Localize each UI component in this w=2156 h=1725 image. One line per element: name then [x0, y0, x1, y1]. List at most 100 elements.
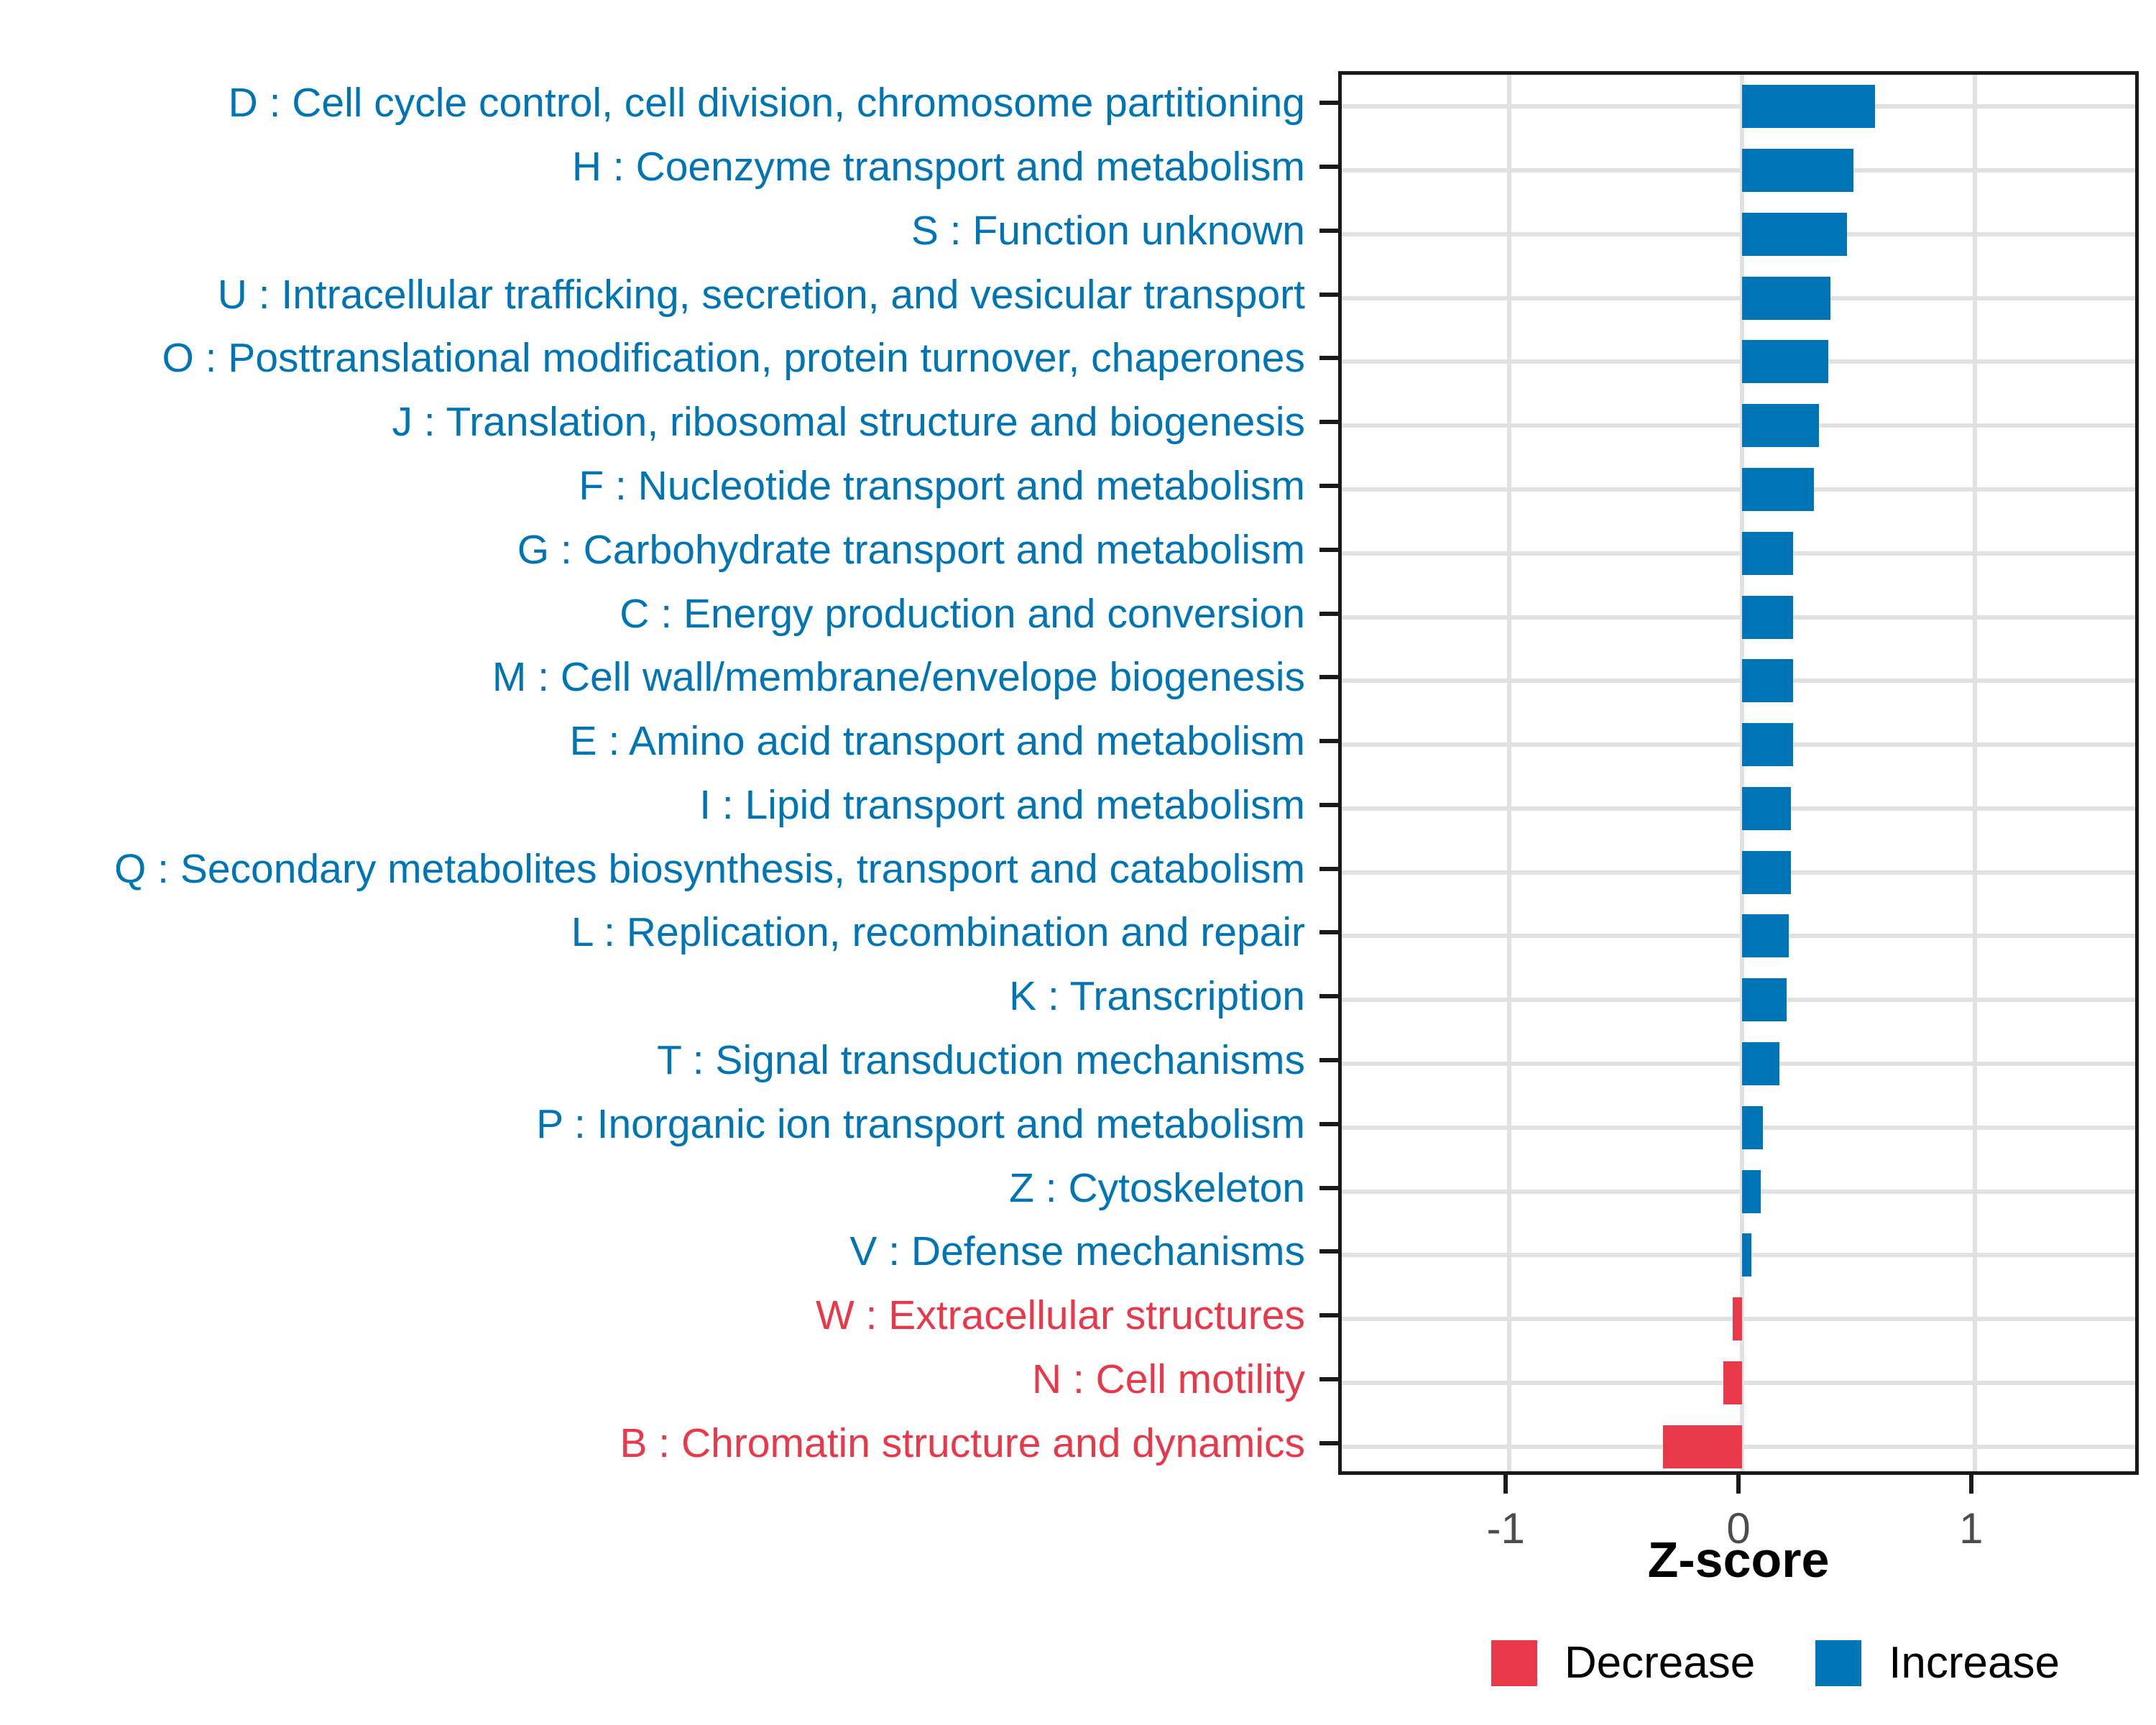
bar-I	[1742, 786, 1791, 830]
y-gridline	[1342, 1125, 2135, 1130]
y-axis-label-U: U : Intracellular trafficking, secretion…	[217, 271, 1305, 318]
x-gridline	[1740, 75, 1744, 1471]
y-axis-label-M: M : Cell wall/membrane/envelope biogenes…	[492, 654, 1305, 701]
y-gridline	[1342, 998, 2135, 1003]
x-tick-label--1: -1	[1486, 1504, 1525, 1552]
bar-G	[1742, 531, 1794, 575]
bar-O	[1742, 340, 1828, 384]
y-gridline	[1342, 551, 2135, 556]
bar-F	[1742, 468, 1815, 512]
bar-V	[1742, 1233, 1751, 1277]
y-tick-S	[1319, 228, 1338, 233]
y-axis-label-P: P : Inorganic ion transport and metaboli…	[536, 1100, 1305, 1147]
bar-L	[1742, 914, 1789, 958]
y-tick-V	[1319, 1249, 1338, 1254]
y-axis-label-T: T : Signal transduction mechanisms	[657, 1036, 1305, 1083]
x-tick-1	[1968, 1475, 1973, 1494]
y-axis-label-H: H : Coenzyme transport and metabolism	[571, 144, 1305, 190]
y-axis-label-F: F : Nucleotide transport and metabolism	[579, 463, 1305, 510]
x-gridline	[1507, 75, 1512, 1471]
y-axis-label-Z: Z : Cytoskeleton	[1009, 1164, 1305, 1211]
y-axis-label-S: S : Function unknown	[911, 207, 1305, 254]
y-axis-label-C: C : Energy production and conversion	[619, 590, 1305, 637]
bar-B	[1662, 1425, 1742, 1468]
x-tick-0	[1736, 1475, 1741, 1494]
y-axis-label-G: G : Carbohydrate transport and metabolis…	[517, 526, 1305, 573]
y-gridline	[1342, 423, 2135, 428]
y-tick-G	[1319, 547, 1338, 552]
x-tick-label-1: 1	[1959, 1504, 1984, 1552]
y-tick-T	[1319, 1057, 1338, 1062]
x-tick-label-0: 0	[1726, 1504, 1751, 1552]
y-tick-K	[1319, 994, 1338, 999]
y-tick-D	[1319, 101, 1338, 106]
y-tick-B	[1319, 1440, 1338, 1445]
legend-label-decrease: Decrease	[1564, 1638, 1756, 1688]
legend-label-increase: Increase	[1889, 1638, 2060, 1688]
y-gridline	[1342, 231, 2135, 236]
y-axis-label-N: N : Cell motility	[1031, 1356, 1305, 1402]
bar-C	[1742, 595, 1794, 639]
y-axis-label-K: K : Transcription	[1009, 973, 1305, 1020]
y-tick-P	[1319, 1121, 1338, 1126]
y-axis-label-W: W : Extracellular structures	[816, 1292, 1305, 1339]
y-gridline	[1342, 742, 2135, 748]
y-gridline	[1342, 678, 2135, 684]
x-tick--1	[1503, 1475, 1508, 1494]
bar-K	[1742, 978, 1787, 1022]
y-tick-N	[1319, 1376, 1338, 1381]
y-axis-label-E: E : Amino acid transport and metabolism	[569, 718, 1305, 765]
x-axis-title: Z-score	[1647, 1532, 1830, 1588]
bar-U	[1742, 276, 1831, 320]
y-gridline	[1342, 168, 2135, 173]
bar-J	[1742, 404, 1819, 448]
y-tick-C	[1319, 611, 1338, 616]
y-tick-Q	[1319, 866, 1338, 871]
y-tick-F	[1319, 484, 1338, 489]
y-gridline	[1342, 359, 2135, 364]
bar-D	[1742, 85, 1875, 129]
bar-P	[1742, 1105, 1764, 1149]
y-axis-label-I: I : Lipid transport and metabolism	[699, 781, 1305, 828]
y-axis-label-B: B : Chromatin structure and dynamics	[619, 1420, 1305, 1466]
y-axis-label-L: L : Replication, recombination and repai…	[571, 909, 1305, 956]
y-axis-label-D: D : Cell cycle control, cell division, c…	[228, 80, 1305, 126]
y-gridline	[1342, 615, 2135, 620]
y-gridline	[1342, 1189, 2135, 1194]
y-axis-label-V: V : Defense mechanisms	[849, 1228, 1305, 1275]
y-gridline	[1342, 1253, 2135, 1258]
y-tick-J	[1319, 420, 1338, 425]
bar-Z	[1742, 1169, 1761, 1213]
y-tick-L	[1319, 930, 1338, 935]
legend: Decrease Increase	[1491, 1637, 2060, 1688]
y-tick-U	[1319, 292, 1338, 297]
y-gridline	[1342, 295, 2135, 300]
bar-S	[1742, 212, 1847, 256]
y-tick-H	[1319, 165, 1338, 170]
x-gridline	[1972, 75, 1977, 1471]
y-gridline	[1342, 104, 2135, 109]
bar-M	[1742, 659, 1794, 703]
y-tick-Z	[1319, 1185, 1338, 1190]
bar-T	[1742, 1041, 1779, 1085]
bar-E	[1742, 723, 1794, 767]
y-gridline	[1342, 934, 2135, 939]
bar-H	[1742, 149, 1854, 193]
y-gridline	[1342, 806, 2135, 811]
plot-panel	[1338, 71, 2139, 1475]
y-tick-W	[1319, 1313, 1338, 1318]
y-axis-label-O: O : Posttranslational modification, prot…	[162, 335, 1305, 382]
legend-entry-increase: Increase	[1815, 1637, 2060, 1688]
y-tick-E	[1319, 739, 1338, 744]
bar-N	[1723, 1361, 1742, 1404]
y-axis-label-J: J : Translation, ribosomal structure and…	[392, 399, 1305, 446]
y-axis-label-Q: Q : Secondary metabolites biosynthesis, …	[114, 845, 1305, 892]
y-gridline	[1342, 487, 2135, 492]
legend-swatch-decrease	[1491, 1639, 1537, 1686]
y-tick-I	[1319, 802, 1338, 807]
legend-swatch-increase	[1815, 1639, 1862, 1686]
legend-entry-decrease: Decrease	[1491, 1637, 1755, 1688]
y-tick-O	[1319, 356, 1338, 361]
y-gridline	[1342, 1061, 2135, 1066]
